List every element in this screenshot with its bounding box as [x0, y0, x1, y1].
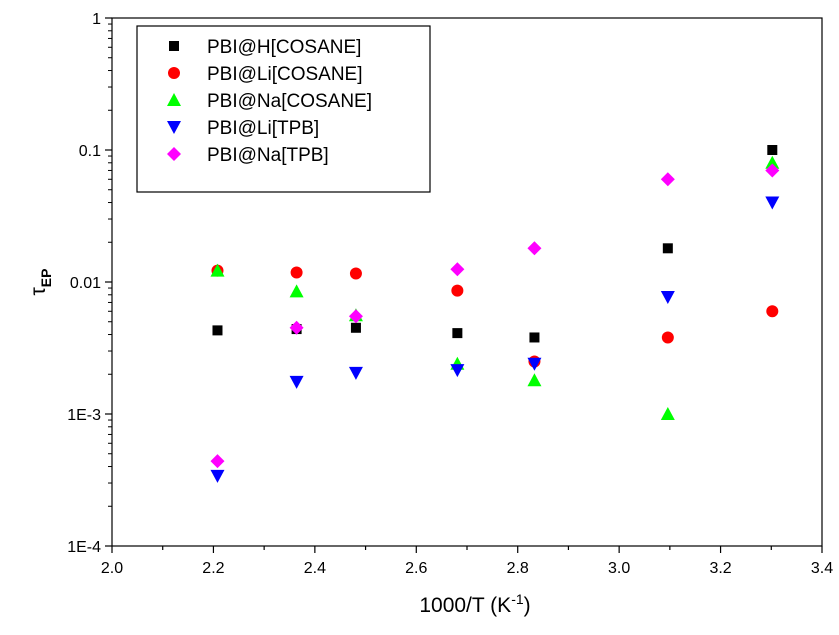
series-3: [210, 196, 780, 483]
legend: PBI@H[COSANE] PBI@Li[COSANE] PBI@Na[COSANE…: [136, 25, 431, 193]
data-point: [450, 262, 465, 277]
data-point: [350, 322, 361, 333]
legend-label: PBI@Na[TPB]: [207, 145, 329, 166]
legend-marker: [169, 41, 179, 51]
legend-label: PBI@Li[COSANE]: [207, 64, 363, 85]
data-point: [451, 284, 464, 297]
x-tick-label: 2.4: [304, 560, 326, 577]
x-tick-label: 2.0: [101, 560, 123, 577]
data-point: [290, 266, 303, 279]
data-point: [765, 163, 780, 178]
legend-marker: [167, 121, 181, 134]
data-point: [527, 373, 542, 387]
legend-item: PBI@H[COSANE]: [169, 37, 361, 58]
data-point: [767, 145, 778, 155]
x-tick-label: 3.4: [811, 560, 833, 577]
x-axis-label: 1000/T (K-1): [419, 591, 530, 617]
data-point: [349, 267, 362, 280]
data-point: [765, 155, 780, 169]
legend-item: PBI@Li[TPB]: [167, 118, 319, 139]
legend-marker: [167, 147, 181, 161]
x-tick-label: 3.0: [608, 560, 630, 577]
data-point: [660, 290, 675, 304]
data-point: [765, 196, 780, 210]
y-tick-label: 1E-4: [67, 539, 101, 556]
y-axis: 1E-4 1E-3 0.01 0.1 1: [67, 11, 112, 556]
data-point: [450, 364, 465, 378]
x-tick-label: 2.6: [405, 560, 427, 577]
data-point: [527, 357, 542, 371]
x-tick-label: 3.2: [709, 560, 731, 577]
data-point: [289, 375, 304, 389]
legend-box: [136, 25, 431, 193]
y-tick-label: 1: [92, 11, 101, 28]
y-axis-label: τEP: [27, 269, 54, 296]
data-point: [289, 320, 304, 335]
legend-marker: [167, 93, 181, 106]
legend-item: PBI@Na[COSANE]: [167, 91, 372, 112]
data-point: [662, 243, 673, 254]
series-4: [210, 163, 780, 469]
y-tick-label: 0.01: [70, 275, 101, 292]
legend-item: PBI@Li[COSANE]: [168, 64, 363, 85]
y-tick-label: 1E-3: [67, 407, 101, 424]
x-axis-label-superscript: -1: [511, 591, 524, 607]
data-point: [660, 172, 675, 187]
legend-label: PBI@Li[TPB]: [207, 118, 319, 139]
data-point: [348, 366, 363, 380]
data-point: [210, 469, 225, 483]
series-1: [211, 264, 779, 368]
data-point: [210, 263, 225, 277]
data-point: [452, 328, 463, 339]
data-point: [527, 241, 542, 256]
data-point: [766, 305, 779, 318]
legend-marker: [168, 67, 180, 79]
legend-label: PBI@Na[COSANE]: [207, 91, 372, 112]
x-axis: 2.0 2.2 2.4 2.6 2.8 3.0 3.2 3.4: [101, 546, 833, 577]
data-point: [210, 454, 225, 469]
data-markers: [210, 145, 780, 483]
x-tick-label: 2.2: [202, 560, 224, 577]
data-point: [660, 407, 675, 420]
data-point: [529, 332, 540, 343]
data-point: [348, 309, 363, 324]
data-point: [212, 325, 223, 336]
data-point: [289, 284, 304, 298]
legend-label: PBI@H[COSANE]: [207, 37, 361, 58]
y-axis-label-subscript: EP: [38, 269, 54, 288]
y-tick-label: 0.1: [79, 143, 101, 160]
legend-item: PBI@Na[TPB]: [167, 145, 329, 166]
x-tick-label: 2.8: [507, 560, 529, 577]
data-point: [661, 331, 674, 344]
